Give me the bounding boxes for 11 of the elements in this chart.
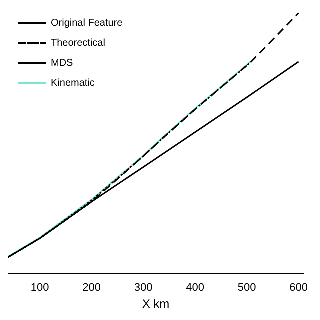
x-tick-label: 300 — [134, 282, 153, 294]
x-tick-label: 400 — [186, 282, 205, 294]
x-tick-label: 600 — [290, 282, 308, 294]
x-tick-label: 200 — [82, 282, 102, 294]
x-tick-label: 500 — [238, 282, 256, 294]
legend-label: Original Feature — [51, 18, 124, 29]
legend-label: Theorectical — [51, 38, 106, 49]
x-axis-title: X km — [142, 297, 170, 312]
legend-label: MDS — [51, 58, 74, 69]
legend-label: Kinematic — [51, 78, 95, 89]
x-tick-label: 100 — [30, 282, 50, 294]
